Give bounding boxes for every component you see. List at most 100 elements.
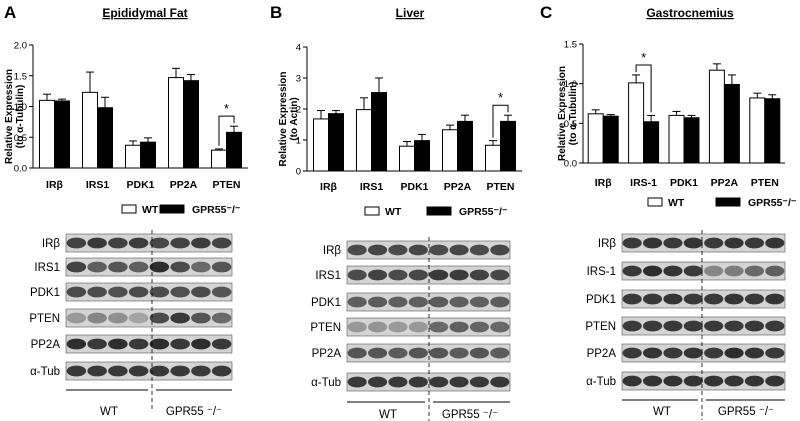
blot-row-label: IRβ — [598, 238, 617, 250]
blot-band — [490, 244, 510, 256]
legend-swatch-wt — [121, 204, 137, 214]
y-axis-label: (to α-Tubulin) — [568, 82, 579, 146]
bar-wt — [587, 113, 604, 164]
blot-band — [429, 376, 449, 388]
blot-band — [663, 293, 683, 305]
bar-wt — [749, 97, 766, 164]
significance-label: * — [641, 50, 646, 65]
blot-strip — [621, 289, 786, 309]
group-label-ko: GPR55 ⁻/⁻ — [166, 406, 222, 418]
bar-wt — [313, 118, 329, 172]
legend-label-ko: GPR55⁻/⁻ — [459, 206, 508, 218]
blot-band — [408, 269, 428, 281]
blot-band — [642, 320, 663, 332]
blot-band — [622, 265, 642, 277]
blot-band — [622, 293, 642, 305]
group-label-wt: WT — [653, 406, 671, 418]
y-tick-label: 0.5 — [564, 119, 577, 130]
blot-band — [449, 296, 469, 308]
blot-band — [66, 261, 87, 273]
blot-band — [744, 265, 765, 277]
blot-band — [388, 296, 408, 308]
category-label: IRS1 — [86, 179, 110, 191]
category-label: PP2A — [170, 179, 198, 191]
significance-label: * — [498, 90, 503, 105]
blot-band — [149, 286, 170, 298]
blot-band — [191, 338, 211, 350]
panel-letter: B — [270, 3, 282, 22]
y-tick-label: 1.5 — [564, 40, 577, 51]
blot-band — [347, 244, 367, 256]
bar-ko — [371, 92, 387, 172]
blot-band — [663, 265, 683, 277]
blot-band — [642, 347, 663, 359]
blot-band — [663, 237, 683, 249]
y-tick-label: 0 — [296, 167, 301, 178]
blot-band — [622, 237, 642, 249]
blot-band — [408, 296, 428, 308]
blot-band — [128, 237, 149, 249]
blot-band — [765, 237, 785, 249]
blot-band — [469, 321, 490, 333]
panel-b: B Liver 0 1 2 3 4 Relative Expression (to Actin)… — [270, 3, 522, 421]
bar-ko — [723, 83, 740, 164]
group-label-ko: GPR55 ⁻/⁻ — [442, 409, 498, 421]
blot-band — [490, 296, 510, 308]
blot-band — [408, 347, 428, 359]
y-axis-label: Relative Expression — [278, 71, 289, 166]
blot-band — [191, 261, 211, 273]
y-tick-label: 2 — [296, 105, 301, 116]
bar-ko — [643, 121, 660, 164]
blot-band — [66, 365, 87, 377]
blot-band — [367, 376, 388, 388]
blot-band — [469, 269, 490, 281]
blot-band — [765, 320, 785, 332]
blot-band — [128, 261, 149, 273]
blot-band — [642, 265, 663, 277]
bar-ko — [602, 115, 619, 164]
blot-strip — [65, 282, 233, 302]
blot-row-label: PTEN — [310, 322, 341, 334]
blot-band — [744, 293, 765, 305]
blot-strip — [346, 292, 511, 312]
panel-letter: C — [540, 3, 552, 22]
bar-ko — [683, 117, 700, 164]
blot-band — [211, 261, 232, 273]
y-tick-label: 0.0 — [564, 159, 577, 170]
blot-band — [724, 375, 744, 387]
blot-band — [744, 320, 765, 332]
blot-band — [683, 237, 703, 249]
blot-band — [469, 376, 490, 388]
category-label: IRβ — [595, 177, 613, 189]
blot-strip — [65, 361, 233, 381]
blot-band — [704, 320, 724, 332]
blot-strip — [65, 334, 233, 354]
blot-row-label: IRβ — [323, 245, 342, 257]
blot-row-label: IRS-1 — [587, 266, 616, 278]
blot-band — [108, 286, 128, 298]
y-axis-label: Relative Expression — [557, 66, 568, 161]
blot-band — [429, 244, 449, 256]
blot-row-label: PDK1 — [30, 287, 60, 299]
blot-row-label: α-Tub — [30, 366, 60, 378]
bar-ko — [97, 107, 113, 169]
blot-strip — [346, 265, 511, 285]
blot-band — [108, 261, 128, 273]
bar-wt — [708, 69, 725, 164]
blot-band — [744, 347, 765, 359]
blot-row-label: IRβ — [42, 238, 61, 250]
blot-strip — [65, 257, 233, 277]
category-label: PDK1 — [670, 177, 698, 189]
bar-wt — [485, 144, 501, 172]
blot-band — [490, 321, 510, 333]
panel-letter: A — [4, 3, 16, 22]
blot-band — [347, 269, 367, 281]
blot-band — [388, 321, 408, 333]
blot-band — [211, 237, 232, 249]
blot-band — [388, 347, 408, 359]
blot-band — [765, 347, 785, 359]
legend-label-wt: WT — [385, 206, 402, 218]
y-tick-label: 3 — [296, 74, 301, 85]
significance-label: * — [224, 101, 229, 116]
